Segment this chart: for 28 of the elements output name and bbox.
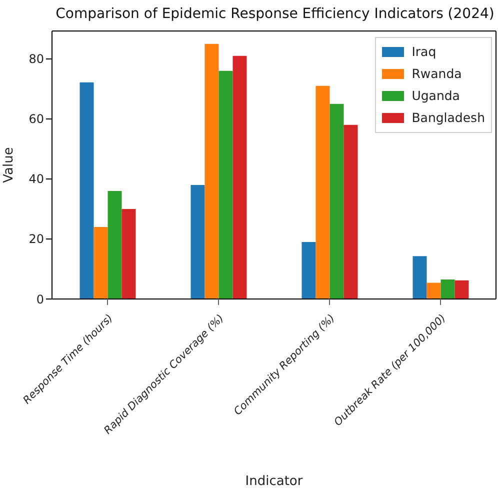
- bar: [232, 56, 247, 299]
- bar: [204, 44, 219, 299]
- legend-label: Rwanda: [412, 65, 462, 83]
- y-tick-label: 0: [36, 292, 44, 306]
- bar: [316, 86, 330, 299]
- legend-label: Bangladesh: [412, 109, 485, 127]
- y-tick-label: 80: [28, 52, 44, 66]
- bar: [440, 279, 455, 299]
- bar: [454, 280, 469, 299]
- bar: [108, 190, 122, 299]
- bar: [302, 242, 316, 299]
- y-axis-title: Value: [2, 147, 17, 183]
- bar: [80, 82, 94, 299]
- bar: [190, 184, 205, 299]
- bar: [218, 70, 233, 299]
- bar: [122, 208, 136, 299]
- y-tick-label: 60: [28, 112, 44, 126]
- bar: [330, 104, 344, 299]
- legend-label: Iraq: [412, 43, 436, 61]
- bar: [426, 282, 441, 299]
- chart-title: Comparison of Epidemic Response Efficiency Indicators (2024): [54, 6, 496, 22]
- legend-label: Uganda: [412, 87, 460, 105]
- bar: [344, 124, 358, 299]
- y-tick-label: 20: [28, 232, 44, 246]
- bar: [94, 226, 108, 299]
- x-axis-title: Indicator: [245, 474, 304, 489]
- bar: [412, 256, 427, 299]
- y-tick-label: 40: [28, 172, 44, 186]
